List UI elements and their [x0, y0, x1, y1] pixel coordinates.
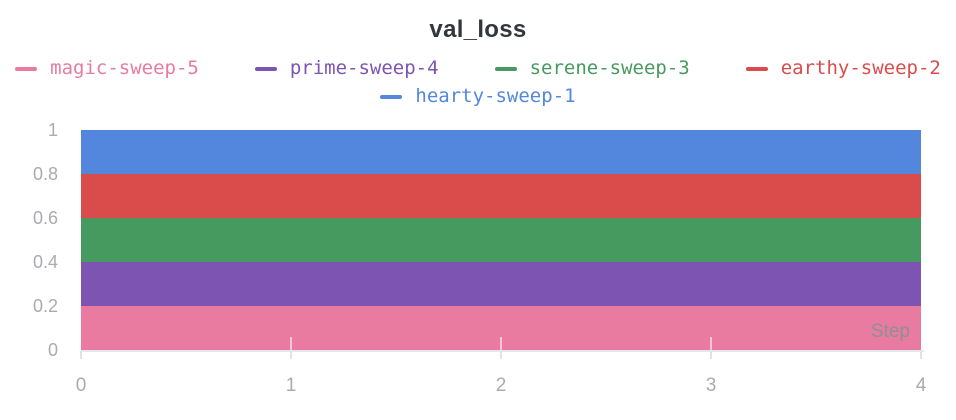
x-tick-mark	[80, 352, 82, 359]
legend-item-label: prime-sweep-4	[289, 57, 439, 79]
x-tick-mark	[920, 352, 922, 359]
x-tick-mark-inner	[500, 337, 502, 350]
legend: magic-sweep-5 prime-sweep-4 serene-sweep-3…	[0, 57, 956, 108]
x-tick-label: 4	[915, 375, 927, 396]
x-tick-mark	[710, 352, 712, 359]
x-axis: 0 1 2 3 4	[76, 352, 926, 412]
x-tick-mark	[290, 352, 292, 359]
x-axis-title: Step	[870, 321, 910, 342]
legend-item-label: serene-sweep-3	[529, 57, 690, 79]
legend-line-icon	[380, 94, 403, 99]
y-tick-label: 1	[47, 120, 58, 140]
x-tick-mark-inner	[710, 337, 712, 350]
legend-item-magic-sweep-5[interactable]: magic-sweep-5	[15, 57, 199, 80]
y-axis: 0 0.2 0.4 0.6 0.8 1	[0, 120, 58, 360]
legend-item-label: magic-sweep-5	[50, 57, 199, 79]
series-band-serene-sweep-3	[81, 218, 921, 262]
x-tick-label: 0	[75, 375, 87, 396]
y-tick-label: 0.8	[32, 164, 58, 184]
legend-item-serene-sweep-3[interactable]: serene-sweep-3	[494, 57, 690, 80]
y-tick-label: 0.4	[32, 252, 58, 272]
legend-item-label: hearty-sweep-1	[415, 85, 576, 107]
y-tick-label: 0.2	[32, 296, 58, 316]
legend-line-icon	[494, 66, 517, 71]
chart-title: val_loss	[429, 16, 527, 43]
series-band-hearty-sweep-1	[81, 130, 921, 174]
legend-item-earthy-sweep-2[interactable]: earthy-sweep-2	[745, 57, 941, 80]
legend-line-icon	[254, 66, 277, 71]
x-tick-mark	[500, 352, 502, 359]
x-tick-label: 1	[285, 375, 297, 396]
x-axis-line	[80, 350, 924, 352]
legend-line-icon	[15, 66, 38, 71]
y-tick-label: 0	[47, 340, 58, 360]
x-tick-mark-inner	[290, 337, 292, 350]
legend-line-icon	[745, 66, 768, 71]
x-tick-label: 2	[495, 375, 507, 396]
legend-item-label: earthy-sweep-2	[780, 57, 941, 79]
plot-area[interactable]: Step	[81, 130, 921, 350]
series-band-earthy-sweep-2	[81, 174, 921, 218]
legend-item-hearty-sweep-1[interactable]: hearty-sweep-1	[380, 85, 576, 108]
legend-item-prime-sweep-4[interactable]: prime-sweep-4	[254, 57, 439, 80]
x-tick-label: 3	[705, 375, 717, 396]
series-band-prime-sweep-4	[81, 262, 921, 306]
y-tick-label: 0.6	[32, 208, 58, 228]
